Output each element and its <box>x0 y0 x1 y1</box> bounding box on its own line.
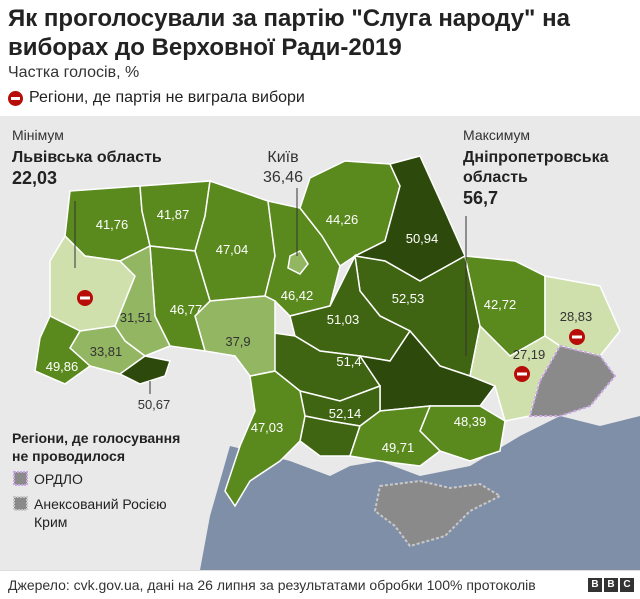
value-ternopil: 31,51 <box>120 310 153 325</box>
max-value: 56,7 <box>463 188 498 208</box>
max-region-line2: область <box>463 169 528 186</box>
legend-no-win-label: Регіони, де партія не виграла вибори <box>29 89 305 106</box>
kyiv-name: Київ <box>267 149 298 166</box>
value-donetsk: 27,19 <box>513 347 546 362</box>
region-vinnytsia <box>194 295 276 377</box>
region-odesa <box>224 370 306 508</box>
kyiv-value: 36,46 <box>263 169 303 186</box>
no-vote-title-line2: не проводилося <box>12 448 125 464</box>
ordlo <box>528 344 617 417</box>
value-vinnytsia: 37,9 <box>225 334 250 349</box>
no-vote-title-line1: Регіони, де голосування <box>12 430 180 446</box>
value-kherson: 49,71 <box>382 440 415 455</box>
value-rivne: 41,87 <box>157 207 190 222</box>
source-text: Джерело: cvk.gov.ua, дані на 26 липня за… <box>8 577 536 593</box>
chart-title: Як проголосували за партію "Слуга народу… <box>8 5 570 61</box>
min-region: Львівська область <box>12 149 162 166</box>
value-zaporizhzhia: 48,39 <box>454 414 487 429</box>
value-zakarpattia: 49,86 <box>46 359 79 374</box>
chart-subtitle: Частка голосів, % <box>8 64 140 81</box>
value-khmelnytskyi: 46,77 <box>170 302 203 317</box>
region-kherson <box>349 405 442 467</box>
region-kyiv-city <box>287 250 309 275</box>
value-chernivtsi: 50,67 <box>138 397 171 412</box>
no-win-marker-donetsk <box>514 366 530 382</box>
value-cherkasy: 51,4 <box>336 354 361 369</box>
ukraine-map: 41,76 41,87 47,04 46,42 44,26 50,94 52,5… <box>12 127 640 570</box>
bbc-logo-letter: C <box>620 578 634 592</box>
no-win-marker-lviv <box>77 290 93 306</box>
value-odesa: 47,03 <box>251 420 284 435</box>
legend-crimea-line2: Крим <box>34 514 67 530</box>
region-zhytomyr <box>194 179 276 302</box>
value-kyiv-oblast: 46,42 <box>281 288 314 303</box>
value-luhansk-north: 42,72 <box>484 297 517 312</box>
value-sumy: 50,94 <box>406 231 439 246</box>
value-zhytomyr: 47,04 <box>216 242 249 257</box>
legend-no-win: Регіони, де партія не виграла вибори <box>8 89 305 107</box>
value-mykolaiv: 52,14 <box>329 406 362 421</box>
crimea <box>373 479 503 548</box>
no-win-marker-luhansk <box>569 329 585 345</box>
crimea-swatch-icon <box>13 496 28 511</box>
bbc-logo: B B C <box>588 578 634 592</box>
value-chernihiv: 44,26 <box>326 212 359 227</box>
min-label: Мінімум <box>12 127 64 143</box>
bbc-logo-letter: B <box>604 578 618 592</box>
footer: Джерело: cvk.gov.ua, дані на 26 липня за… <box>0 570 640 599</box>
value-volyn: 41,76 <box>96 217 129 232</box>
value-kharkiv: 52,53 <box>392 291 425 306</box>
map-area: 41,76 41,87 47,04 46,42 44,26 50,94 52,5… <box>0 116 640 570</box>
ordlo-swatch-icon <box>13 471 28 486</box>
no-win-marker-icon <box>8 90 23 106</box>
max-region-line1: Дніпропетровська <box>463 149 609 166</box>
value-ivano-frankivsk: 33,81 <box>90 344 123 359</box>
value-luhansk: 28,83 <box>560 309 593 324</box>
region-chernivtsi <box>118 355 171 385</box>
bbc-logo-letter: B <box>588 578 602 592</box>
legend-ordlo-label: ОРДЛО <box>34 471 83 487</box>
legend-crimea-line1: Анексований Росією <box>34 496 167 512</box>
min-value: 22,03 <box>12 168 57 188</box>
value-poltava: 51,03 <box>327 312 360 327</box>
region-zakarpattia <box>34 314 92 385</box>
max-label: Максимум <box>463 127 530 143</box>
